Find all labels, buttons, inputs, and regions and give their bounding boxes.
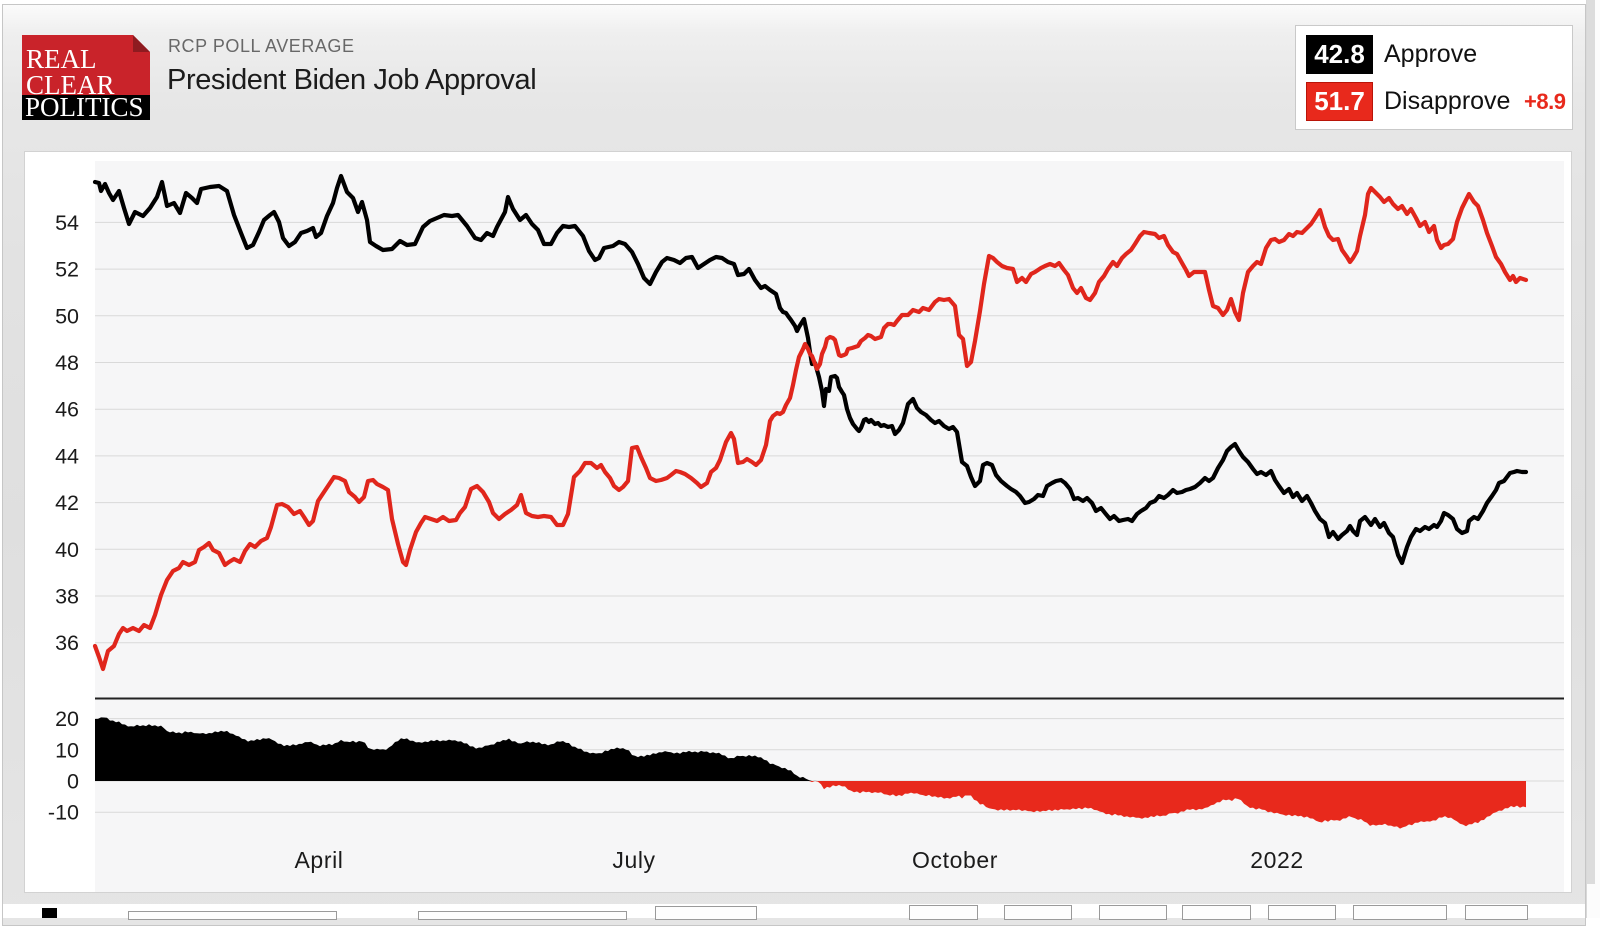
svg-text:36: 36 (55, 631, 79, 655)
svg-text:40: 40 (55, 538, 79, 562)
svg-text:46: 46 (55, 398, 79, 422)
svg-text:POLITICS: POLITICS (25, 92, 144, 120)
svg-text:44: 44 (55, 444, 79, 468)
svg-text:10: 10 (55, 738, 79, 762)
svg-text:-10: -10 (48, 801, 79, 825)
svg-text:20: 20 (55, 707, 79, 731)
svg-text:42: 42 (55, 491, 79, 515)
svg-text:April: April (294, 847, 343, 873)
svg-text:54: 54 (55, 211, 79, 235)
svg-text:50: 50 (55, 304, 79, 328)
svg-text:48: 48 (55, 351, 79, 375)
svg-text:October: October (912, 847, 998, 873)
svg-text:38: 38 (55, 585, 79, 609)
svg-text:52: 52 (55, 258, 79, 282)
svg-text:CLEAR: CLEAR (26, 70, 115, 100)
svg-text:July: July (612, 847, 655, 873)
svg-text:0: 0 (67, 770, 79, 794)
svg-text:2022: 2022 (1250, 847, 1304, 873)
svg-text:REAL: REAL (26, 44, 97, 74)
